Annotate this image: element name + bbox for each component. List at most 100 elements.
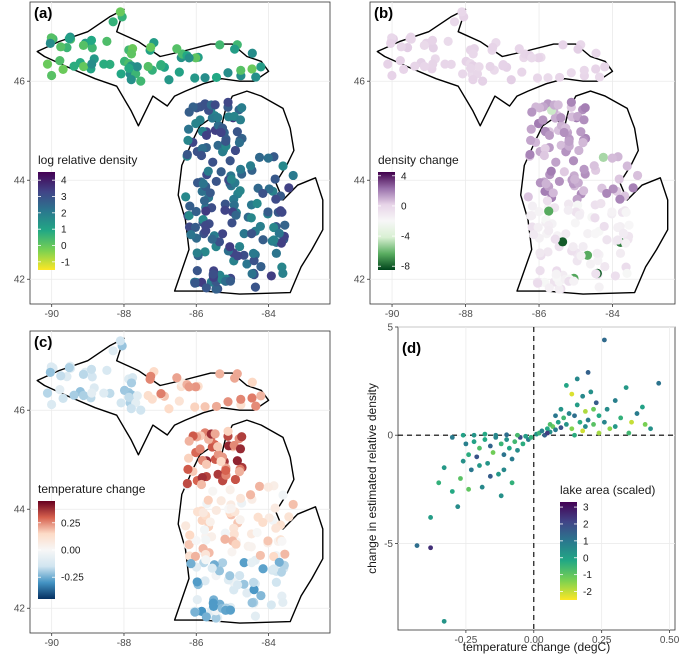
lake-point — [231, 539, 241, 549]
data-point — [485, 460, 491, 466]
lake-point — [237, 103, 247, 113]
lake-point — [201, 535, 211, 545]
lake-point — [579, 164, 589, 174]
lake-point — [236, 65, 246, 75]
lake-point — [229, 200, 239, 210]
lake-point — [69, 390, 79, 400]
lake-point — [249, 585, 259, 595]
y-tick-label: 42 — [14, 275, 26, 286]
lake-point — [230, 145, 241, 156]
x-tick-label: 0.25 — [592, 635, 612, 646]
lake-point — [172, 373, 182, 383]
legend-tick-label: 0.00 — [61, 546, 81, 557]
lake-point — [198, 179, 208, 189]
lake-point — [535, 266, 545, 276]
lake-point — [250, 282, 261, 292]
lake-point — [58, 393, 68, 403]
data-point — [607, 426, 613, 432]
lake-point — [235, 115, 246, 125]
lake-point — [247, 64, 257, 74]
data-point — [504, 432, 510, 438]
panel-b: -90 -88 -86 -84 42 44 46 (b) density change 4 0 -4 -… — [354, 1, 676, 320]
lake-point — [514, 44, 524, 54]
legend-title: density change — [378, 153, 459, 167]
data-point — [501, 467, 507, 473]
data-point — [572, 413, 577, 419]
lake-point — [184, 436, 194, 446]
lake-point — [622, 268, 632, 278]
lake-point — [517, 67, 527, 77]
legend-tick-label: -0.25 — [61, 573, 84, 584]
lake-point — [192, 577, 202, 587]
lake-point — [532, 73, 543, 83]
lake-point — [208, 157, 218, 167]
lake-point — [533, 278, 543, 288]
lake-point — [553, 100, 563, 110]
lake-point — [628, 183, 638, 193]
lake-point — [579, 65, 589, 75]
lake-point — [213, 469, 223, 479]
lake-point — [544, 226, 554, 236]
lake-point — [132, 62, 142, 72]
lake-point — [256, 261, 266, 272]
lake-point — [191, 535, 201, 546]
lake-point — [419, 61, 430, 72]
data-point — [428, 515, 433, 520]
data-point — [487, 473, 493, 479]
data-point — [449, 489, 455, 494]
lake-point — [156, 60, 166, 70]
lake-point — [590, 213, 600, 223]
lake-point — [568, 156, 579, 166]
data-point — [449, 434, 455, 440]
lake-point — [64, 363, 74, 373]
lake-point — [618, 228, 629, 238]
lake-point — [221, 136, 231, 147]
lake-point — [78, 61, 89, 72]
lake-point — [270, 503, 280, 513]
lake-point — [589, 161, 599, 171]
data-point — [558, 406, 564, 412]
lake-point — [223, 68, 233, 78]
lake-point — [45, 367, 55, 377]
data-point — [629, 419, 634, 425]
data-point — [441, 465, 447, 471]
legend-title: temperature change — [38, 482, 146, 496]
x-tick-label: -0.25 — [454, 635, 477, 646]
lake-point — [598, 152, 608, 162]
lake-point — [164, 404, 174, 414]
data-point — [479, 484, 485, 490]
lake-point — [269, 551, 279, 562]
lake-point — [184, 382, 194, 392]
lake-point — [185, 201, 195, 211]
lake-point — [181, 521, 191, 531]
lake-point — [556, 113, 566, 123]
lake-point — [191, 206, 201, 217]
lake-point — [578, 241, 588, 252]
lake-point — [184, 53, 194, 63]
lake-point — [574, 145, 584, 156]
lake-point — [252, 527, 262, 538]
lake-point — [449, 17, 460, 27]
y-tick-label: 5 — [387, 323, 393, 334]
lake-point — [208, 598, 218, 608]
y-tick-label: 44 — [14, 505, 26, 516]
lake-point — [556, 140, 566, 150]
lake-point — [278, 268, 288, 278]
lake-point — [208, 486, 218, 496]
lake-point — [183, 135, 193, 145]
lake-point — [115, 7, 125, 17]
lake-point — [568, 242, 578, 252]
lake-point — [190, 607, 200, 617]
panel-d: -0.25 0.00 0.25 0.50 -5 0 5 temperature change … — [365, 323, 680, 655]
lower-peninsula-outline — [516, 90, 669, 295]
lake-point — [263, 482, 273, 492]
lake-point — [383, 59, 393, 69]
data-point — [493, 432, 499, 438]
lake-point — [564, 136, 574, 147]
lake-point — [201, 283, 211, 293]
lake-point — [216, 456, 226, 467]
lake-point — [205, 188, 215, 198]
panel-label: (b) — [374, 5, 393, 22]
lake-point — [56, 371, 66, 381]
lake-point — [226, 174, 236, 184]
